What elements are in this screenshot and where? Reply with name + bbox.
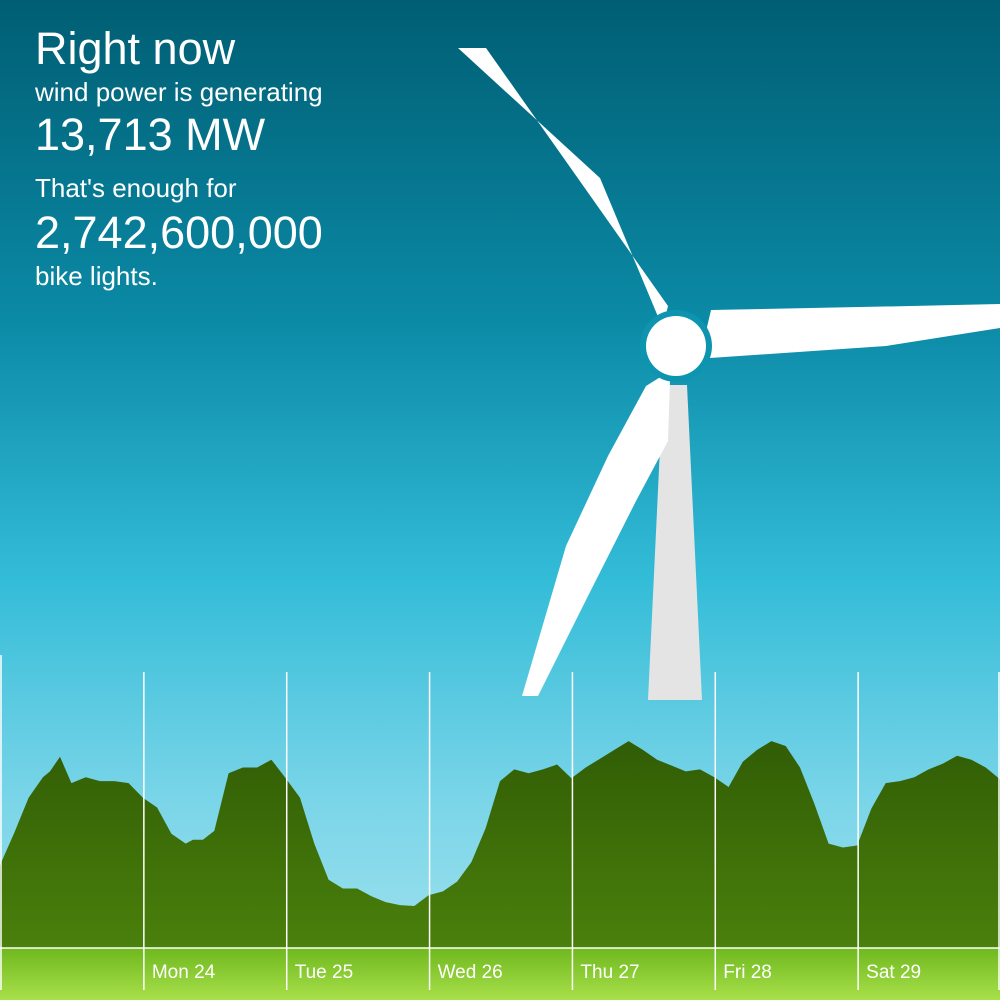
tick-label-4: Thu 27 bbox=[580, 962, 639, 983]
tick-label-2: Tue 25 bbox=[295, 962, 353, 983]
turbine-blade-right bbox=[704, 304, 1000, 358]
day-tick-labels: Mon 24 Tue 25 Wed 26 Thu 27 Fri 28 Sat 29 bbox=[152, 962, 921, 983]
headline-right-now: Right now bbox=[35, 23, 236, 74]
headline: Right now wind power is generating 13,71… bbox=[35, 24, 323, 290]
headline-power-value: 13,713 MW bbox=[35, 109, 266, 161]
tick-label-1: Mon 24 bbox=[152, 962, 216, 983]
turbine-hub bbox=[646, 316, 706, 376]
tick-label-3: Wed 26 bbox=[438, 962, 503, 983]
headline-bike-lights-label: bike lights. bbox=[35, 260, 158, 291]
day-gridlines bbox=[143, 672, 1000, 990]
turbine-tower bbox=[648, 385, 702, 700]
turbine-blade-left bbox=[522, 376, 670, 696]
tick-label-5: Fri 28 bbox=[723, 962, 772, 983]
headline-bike-lights-count: 2,742,600,000 bbox=[35, 207, 323, 259]
tick-label-6: Sat 29 bbox=[866, 962, 921, 983]
headline-generating-label: wind power is generating bbox=[35, 76, 323, 107]
wind-power-area bbox=[0, 741, 1000, 948]
headline-enough-for-label: That's enough for bbox=[35, 172, 237, 203]
ground-strip bbox=[0, 948, 1000, 1000]
turbine-rotor bbox=[458, 48, 1000, 696]
